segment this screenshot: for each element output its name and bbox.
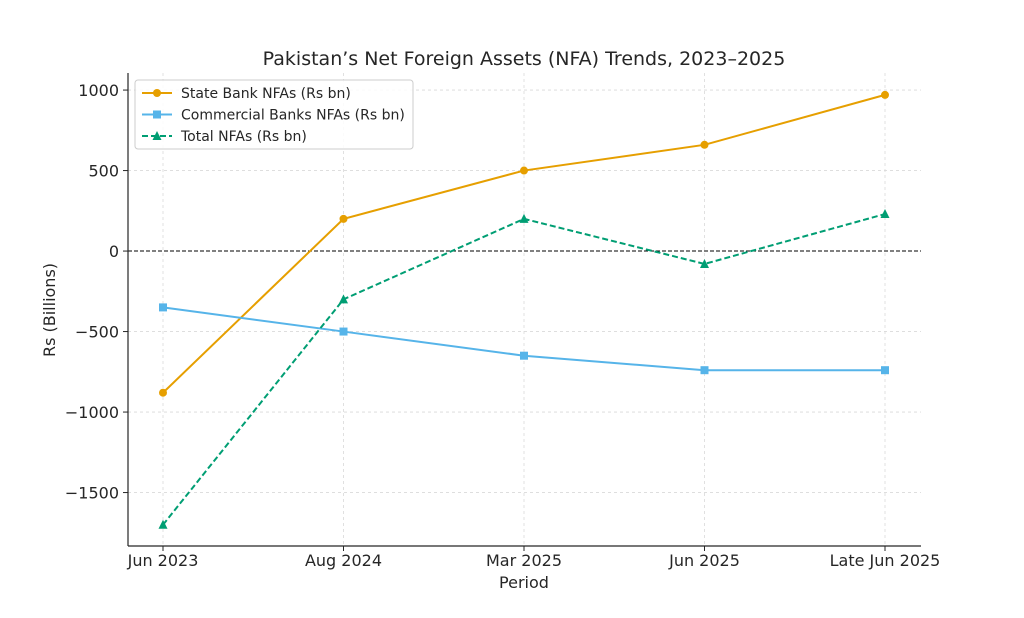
x-tick-label: Aug 2024 (305, 551, 382, 570)
square-marker (520, 351, 528, 360)
circle-marker (339, 214, 348, 223)
triangle-marker (700, 258, 709, 268)
legend-label: State Bank NFAs (Rs bn) (181, 86, 351, 102)
legend-label: Total NFAs (Rs bn) (180, 129, 307, 145)
y-tick-label: −500 (75, 323, 119, 342)
y-axis-label: Rs (Billions) (40, 263, 59, 357)
x-tick-label: Jun 2025 (668, 551, 740, 570)
y-tick-label: −1000 (65, 403, 119, 422)
legend-box (134, 79, 414, 150)
plot-marks (158, 90, 890, 529)
triangle-marker (339, 294, 348, 304)
square-marker (881, 366, 889, 375)
circle-marker (153, 89, 161, 97)
square-marker (153, 110, 161, 119)
circle-marker (159, 388, 167, 397)
chart-title: Pakistan’s Net Foreign Assets (NFA) Tren… (263, 48, 786, 70)
x-tick-label: Late Jun 2025 (830, 551, 941, 570)
legend-label: Commercial Banks NFAs (Rs bn) (181, 108, 405, 124)
x-tick-label: Jun 2023 (127, 551, 199, 570)
legend: State Bank NFAs (Rs bn) Commercial Banks … (134, 79, 414, 150)
axes: −1500 −1000 −500 0 500 1000 Jun 2023 Aug 2024 Ma… (65, 73, 940, 570)
triangle-marker (880, 209, 890, 219)
y-tick-label: 500 (88, 162, 119, 181)
circle-marker (881, 90, 889, 99)
square-marker (339, 327, 348, 336)
x-axis-label: Period (499, 573, 549, 592)
circle-marker (520, 166, 528, 175)
y-tick-label: −1500 (65, 484, 119, 503)
circle-marker (700, 140, 709, 149)
triangle-marker (519, 213, 529, 223)
square-marker (700, 366, 709, 375)
square-marker (159, 303, 167, 312)
x-tick-label: Mar 2025 (486, 551, 562, 570)
y-tick-label: 0 (109, 242, 119, 261)
triangle-marker (158, 519, 168, 529)
y-tick-label: 1000 (78, 81, 119, 100)
triangle-marker (152, 131, 162, 140)
